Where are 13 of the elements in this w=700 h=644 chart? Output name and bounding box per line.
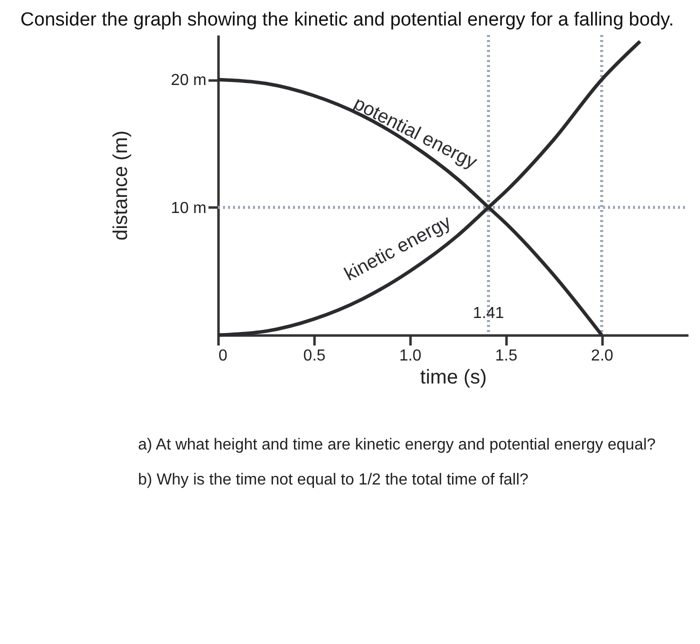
- x-tick-label: 1.0: [399, 348, 422, 364]
- x-tick-label: 1.5: [495, 348, 518, 364]
- x-axis-title: time (s): [420, 366, 487, 388]
- text: a) At what height and time are kinetic energy and potential energy equal?: [138, 436, 656, 454]
- y-axis-title: distance (m): [110, 130, 132, 241]
- x-tick-label: 2.0: [591, 348, 614, 364]
- y-tick-label: 20 m: [170, 72, 206, 90]
- chart-title: Consider the graph showing the kinetic and potential energy for a falling body.: [20, 10, 674, 30]
- x-tick-label: 0.5: [303, 348, 326, 364]
- y-tick-label: 10 m: [170, 200, 206, 217]
- x-tick-label: 0: [218, 348, 228, 364]
- text: b) Why is the time not equal to 1/2 the total time of fall?: [138, 472, 529, 488]
- ref-line-label: 1.41: [472, 305, 504, 322]
